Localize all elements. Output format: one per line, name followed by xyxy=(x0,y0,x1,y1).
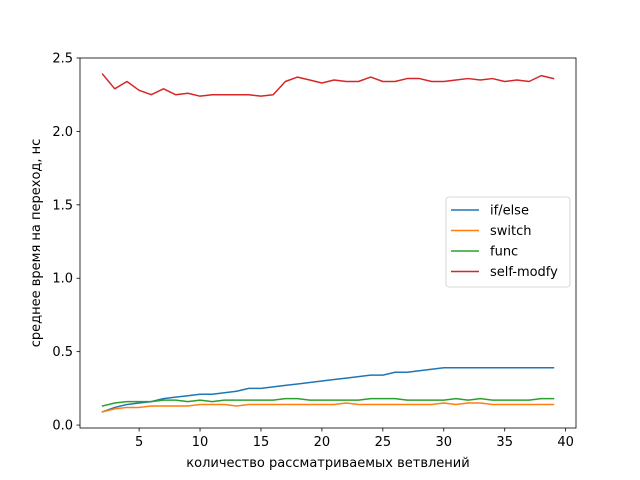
legend-label-func: func xyxy=(490,245,518,260)
x-tick-label: 10 xyxy=(192,435,209,450)
x-axis-label: количество рассматриваемых ветвлений xyxy=(186,456,469,471)
legend-label-if-else: if/else xyxy=(490,204,529,219)
plot-frame xyxy=(79,57,577,429)
y-tick-label: 1.0 xyxy=(52,272,73,287)
axes-layer xyxy=(79,57,577,429)
y-tick-label: 1.5 xyxy=(52,198,73,213)
y-tick-label: 2.0 xyxy=(52,125,73,140)
series-line-func xyxy=(101,397,555,407)
x-tick-label: 15 xyxy=(253,435,270,450)
series-line-if-else xyxy=(101,367,555,413)
x-tick-label: 5 xyxy=(135,435,143,450)
y-tick-label: 0.0 xyxy=(52,419,73,434)
x-tick-label: 35 xyxy=(496,435,513,450)
y-tick-label: 0.5 xyxy=(52,345,73,360)
legend-label-self-modfy: self-modfy xyxy=(490,265,558,280)
x-tick-label: 25 xyxy=(375,435,392,450)
legend-label-switch: switch xyxy=(490,224,532,239)
series-line-self-modfy xyxy=(101,73,555,97)
legend: if/else switch func self-modfy xyxy=(445,196,571,288)
series-line-switch xyxy=(101,402,555,413)
legend-box xyxy=(445,196,571,288)
y-axis-ticks: 0.0 0.5 1.0 1.5 2.0 2.5 xyxy=(52,52,80,434)
y-axis-label: среднее время на переход, нс xyxy=(29,139,44,348)
x-tick-label: 40 xyxy=(557,435,574,450)
x-tick-label: 20 xyxy=(314,435,331,450)
x-tick-label: 30 xyxy=(436,435,453,450)
x-axis-ticks: 5 10 15 20 25 30 35 40 xyxy=(135,428,574,450)
y-tick-label: 2.5 xyxy=(52,52,73,67)
series-layer xyxy=(101,73,555,413)
